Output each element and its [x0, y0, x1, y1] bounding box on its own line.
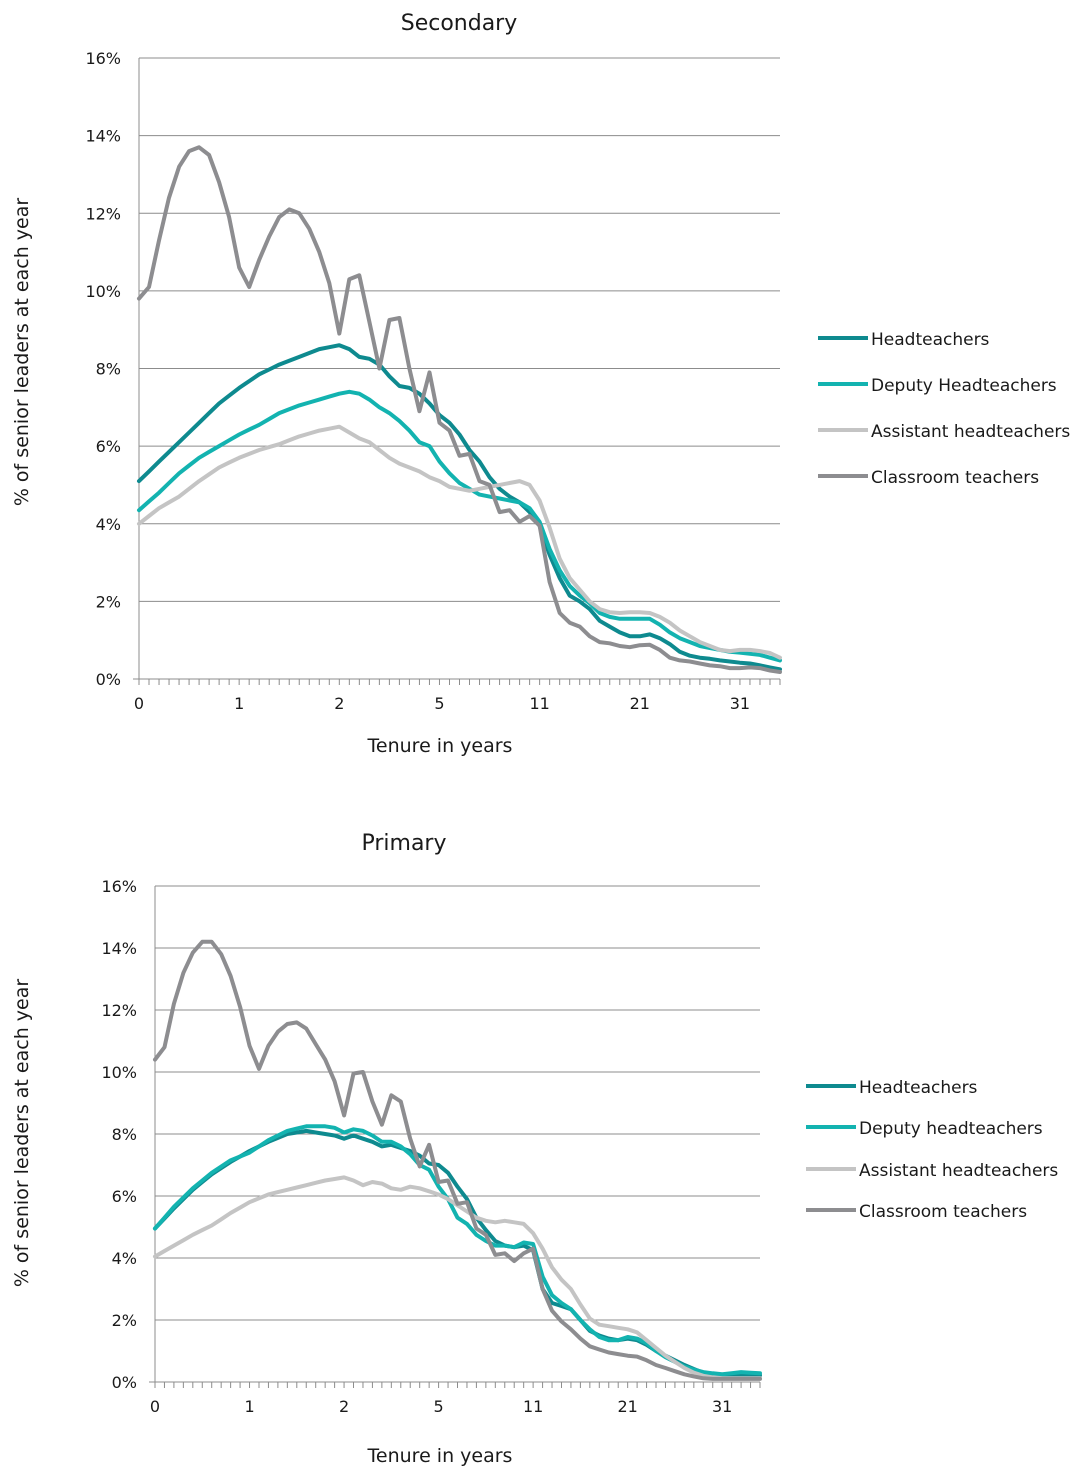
legend-label: Deputy Headteachers — [871, 376, 1057, 396]
series-lines — [153, 939, 762, 1381]
legend-item: Headteachers — [806, 1078, 978, 1098]
y-axis: 0% 2% 4% 6% 8% 10% 12% 14% 16% — [85, 49, 121, 689]
x-tick-label: 1 — [234, 694, 244, 713]
y-tick-label: 16% — [85, 49, 121, 68]
x-tick-label: 11 — [529, 694, 549, 713]
x-tick-label: 0 — [134, 694, 144, 713]
y-tick-label: 6% — [112, 1187, 137, 1206]
y-tick-label: 12% — [85, 204, 121, 223]
y-tick-label: 10% — [101, 1063, 137, 1082]
legend-label: Assistant headteachers — [859, 1161, 1058, 1181]
gridlines — [139, 57, 780, 602]
legend: Headteachers Deputy headteachers Assista… — [806, 1078, 1058, 1222]
legend-item: Assistant headteachers — [806, 1161, 1058, 1181]
x-tick-label: 21 — [630, 694, 650, 713]
series-line-deputy-headteachers — [153, 1124, 762, 1377]
y-tick-label: 4% — [112, 1249, 137, 1268]
x-tick-label: 21 — [617, 1397, 637, 1416]
y-axis-title: % of senior leaders at each year — [11, 979, 33, 1288]
legend-label: Deputy headteachers — [859, 1119, 1043, 1139]
x-tick-label: 31 — [712, 1397, 732, 1416]
x-tick-label: 1 — [244, 1397, 254, 1416]
series-line-headteachers — [153, 1128, 762, 1378]
y-axis-title: % of senior leaders at each year — [11, 198, 33, 507]
legend-label: Assistant headteachers — [871, 422, 1070, 442]
y-tick-label: 12% — [101, 1001, 137, 1020]
legend-item: Deputy headteachers — [806, 1119, 1043, 1139]
series-line-deputy-headteachers — [137, 389, 782, 663]
series-line-classroom-teachers — [137, 145, 782, 674]
y-tick-label: 10% — [85, 282, 121, 301]
chart-secondary: Secondary % of senior leaders at each ye… — [11, 11, 1070, 757]
chart-primary: Primary % of senior leaders at each year… — [11, 831, 1058, 1467]
x-tick-label: 5 — [434, 1397, 444, 1416]
y-tick-label: 8% — [96, 360, 121, 379]
x-axis-title: Tenure in years — [367, 1445, 513, 1467]
legend-item: Classroom teachers — [806, 1202, 1027, 1222]
chart-title: Secondary — [401, 11, 518, 36]
y-tick-label: 0% — [96, 670, 121, 689]
series-line-headteachers — [137, 343, 782, 672]
legend-label: Classroom teachers — [859, 1202, 1027, 1222]
gridlines — [155, 885, 760, 1321]
legend-item: Classroom teachers — [818, 468, 1039, 488]
y-tick-label: 0% — [112, 1373, 137, 1392]
chart-title: Primary — [361, 831, 446, 856]
legend-item: Assistant headteachers — [818, 422, 1070, 442]
legend-item: Deputy Headteachers — [818, 376, 1057, 396]
legend-label: Headteachers — [871, 330, 990, 350]
legend-label: Classroom teachers — [871, 468, 1039, 488]
y-tick-label: 2% — [96, 592, 121, 611]
legend-item: Headteachers — [818, 330, 990, 350]
y-axis: 0% 2% 4% 6% 8% 10% 12% 14% 16% — [101, 877, 137, 1392]
y-tick-label: 2% — [112, 1311, 137, 1330]
x-tick-label: 11 — [523, 1397, 543, 1416]
y-tick-label: 6% — [96, 437, 121, 456]
legend: Headteachers Deputy Headteachers Assista… — [818, 330, 1070, 488]
y-tick-label: 14% — [101, 939, 137, 958]
x-tick-label: 5 — [434, 694, 444, 713]
series-line-classroom-teachers — [153, 939, 762, 1381]
series-lines — [137, 145, 782, 674]
x-axis: 0 1 2 5 11 21 31 — [149, 886, 761, 1416]
x-tick-label: 2 — [334, 694, 344, 713]
y-tick-label: 14% — [85, 127, 121, 146]
series-line-assistant-headteachers — [137, 424, 782, 660]
series-line-assistant-headteachers — [153, 1175, 762, 1381]
y-tick-label: 8% — [112, 1125, 137, 1144]
y-tick-label: 16% — [101, 877, 137, 896]
x-tick-label: 2 — [339, 1397, 349, 1416]
legend-label: Headteachers — [859, 1078, 978, 1098]
x-tick-label: 31 — [730, 694, 750, 713]
x-axis: 0 1 2 5 11 21 31 — [133, 58, 781, 713]
x-axis-title: Tenure in years — [367, 735, 513, 757]
y-tick-label: 4% — [96, 515, 121, 534]
x-tick-label: 0 — [150, 1397, 160, 1416]
